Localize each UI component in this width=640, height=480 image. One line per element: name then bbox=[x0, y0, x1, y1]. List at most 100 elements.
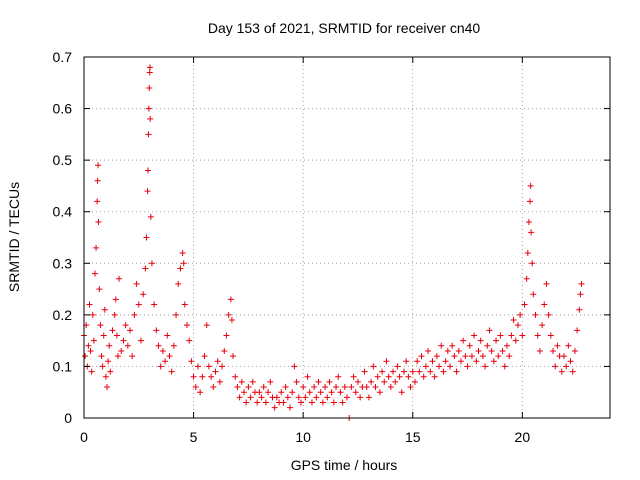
data-point bbox=[287, 404, 294, 411]
data-point bbox=[155, 342, 162, 349]
data-point bbox=[216, 378, 223, 385]
data-point bbox=[440, 368, 447, 375]
data-point bbox=[95, 219, 102, 226]
data-point bbox=[147, 213, 154, 220]
data-point bbox=[186, 337, 193, 344]
data-point bbox=[173, 311, 180, 318]
data-point bbox=[471, 332, 478, 339]
data-point bbox=[140, 291, 147, 298]
data-point bbox=[249, 378, 256, 385]
data-point bbox=[245, 384, 252, 391]
data-point bbox=[418, 353, 425, 360]
data-point bbox=[529, 260, 536, 267]
data-point bbox=[532, 311, 539, 318]
data-point bbox=[409, 368, 416, 375]
data-point bbox=[98, 353, 105, 360]
data-point bbox=[112, 296, 119, 303]
data-point bbox=[519, 332, 526, 339]
data-point bbox=[306, 389, 313, 396]
data-point bbox=[142, 265, 149, 272]
data-point bbox=[94, 177, 101, 184]
x-tick-label: 0 bbox=[80, 429, 88, 445]
y-tick-label: 0 bbox=[64, 410, 72, 426]
data-point bbox=[339, 399, 346, 406]
data-point bbox=[116, 275, 123, 282]
data-point bbox=[473, 358, 480, 365]
data-point bbox=[527, 198, 534, 205]
data-point bbox=[137, 337, 144, 344]
data-point bbox=[552, 363, 559, 370]
data-point bbox=[146, 84, 153, 91]
data-point bbox=[545, 311, 552, 318]
data-point bbox=[267, 378, 274, 385]
data-point bbox=[105, 358, 112, 365]
data-point bbox=[95, 162, 102, 169]
data-point bbox=[324, 394, 331, 401]
data-point bbox=[398, 389, 405, 396]
data-point bbox=[414, 358, 421, 365]
data-point bbox=[407, 384, 414, 391]
data-point bbox=[147, 115, 154, 122]
data-point bbox=[326, 378, 333, 385]
data-point bbox=[387, 384, 394, 391]
data-point bbox=[563, 363, 570, 370]
data-point bbox=[449, 342, 456, 349]
x-tick-label: 10 bbox=[295, 429, 311, 445]
data-point bbox=[179, 249, 186, 256]
data-point bbox=[90, 337, 97, 344]
data-point bbox=[238, 378, 245, 385]
data-point bbox=[524, 249, 531, 256]
data-point bbox=[113, 332, 120, 339]
data-point bbox=[525, 219, 532, 226]
data-point bbox=[361, 368, 368, 375]
data-point bbox=[228, 317, 235, 324]
data-point bbox=[205, 363, 212, 370]
data-point bbox=[107, 368, 114, 375]
data-point bbox=[508, 332, 515, 339]
data-point bbox=[547, 332, 554, 339]
data-point bbox=[335, 373, 342, 380]
data-point bbox=[227, 296, 234, 303]
data-point bbox=[560, 353, 567, 360]
data-point bbox=[181, 301, 188, 308]
data-point bbox=[422, 363, 429, 370]
data-point bbox=[291, 363, 298, 370]
data-point bbox=[453, 368, 460, 375]
data-point bbox=[82, 353, 89, 360]
data-point bbox=[133, 280, 140, 287]
data-point bbox=[462, 353, 469, 360]
data-point bbox=[521, 301, 528, 308]
y-tick-label: 0.4 bbox=[53, 204, 73, 220]
data-point bbox=[135, 301, 142, 308]
data-point bbox=[87, 347, 94, 354]
data-point bbox=[170, 342, 177, 349]
data-point bbox=[219, 363, 226, 370]
data-point bbox=[528, 229, 535, 236]
data-point bbox=[313, 394, 320, 401]
data-point bbox=[111, 311, 118, 318]
data-point bbox=[146, 69, 153, 76]
data-point bbox=[333, 384, 340, 391]
data-point bbox=[319, 399, 326, 406]
data-point bbox=[344, 394, 350, 401]
data-point bbox=[145, 131, 152, 138]
data-point bbox=[109, 327, 116, 334]
data-point bbox=[534, 332, 541, 339]
data-point bbox=[104, 384, 111, 391]
data-point bbox=[357, 394, 364, 401]
data-point bbox=[578, 280, 585, 287]
y-tick-label: 0.2 bbox=[53, 307, 73, 323]
data-point bbox=[475, 347, 482, 354]
data-point bbox=[168, 368, 175, 375]
data-point bbox=[223, 332, 230, 339]
data-point bbox=[493, 337, 500, 344]
data-point bbox=[86, 301, 93, 308]
data-point bbox=[240, 389, 247, 396]
data-point bbox=[153, 327, 160, 334]
data-point bbox=[91, 270, 98, 277]
data-point bbox=[118, 347, 125, 354]
y-tick-label: 0.3 bbox=[53, 255, 73, 271]
data-point bbox=[194, 363, 201, 370]
data-points bbox=[81, 64, 585, 421]
data-point bbox=[497, 332, 504, 339]
